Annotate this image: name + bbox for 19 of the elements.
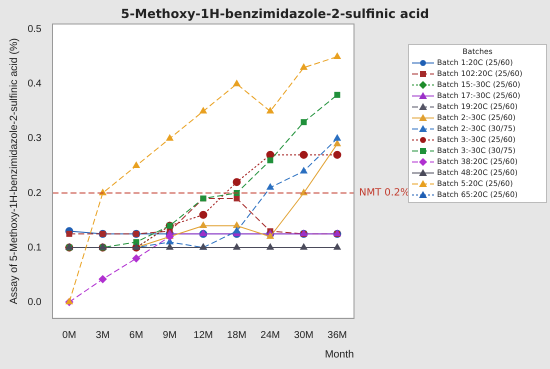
- x-tick-label: 9M: [162, 330, 177, 342]
- y-tick-label: 0.4: [28, 78, 42, 90]
- y-axis-title: Assay of 5-Methoxy-1H-benzimidazole-2-sulfinic acid (%): [8, 38, 20, 304]
- x-tick-label: 36M: [328, 330, 347, 342]
- x-tick-label: 3M: [96, 330, 110, 342]
- x-tick-label: 12M: [194, 330, 213, 342]
- x-axis-title: Month: [324, 348, 354, 361]
- y-tick-label: 0.1: [28, 242, 42, 254]
- y-tick-label: 0.2: [28, 188, 42, 199]
- ref-line-label: NMT 0.2%: [359, 188, 410, 199]
- x-tick-label: 18M: [227, 330, 246, 342]
- x-tick-label: 6M: [129, 330, 144, 342]
- x-tick-label: 0M: [62, 330, 76, 342]
- x-tick-label: 30M: [294, 330, 314, 342]
- chart-title: 5-Methoxy-1H-benzimidazole-2-sulfinic acid: [120, 6, 430, 21]
- x-tick-label: 24M: [260, 330, 280, 342]
- y-tick-label: 0.3: [28, 133, 42, 144]
- y-tick-label: 0.0: [28, 296, 42, 308]
- y-tick-label: 0.5: [28, 24, 42, 36]
